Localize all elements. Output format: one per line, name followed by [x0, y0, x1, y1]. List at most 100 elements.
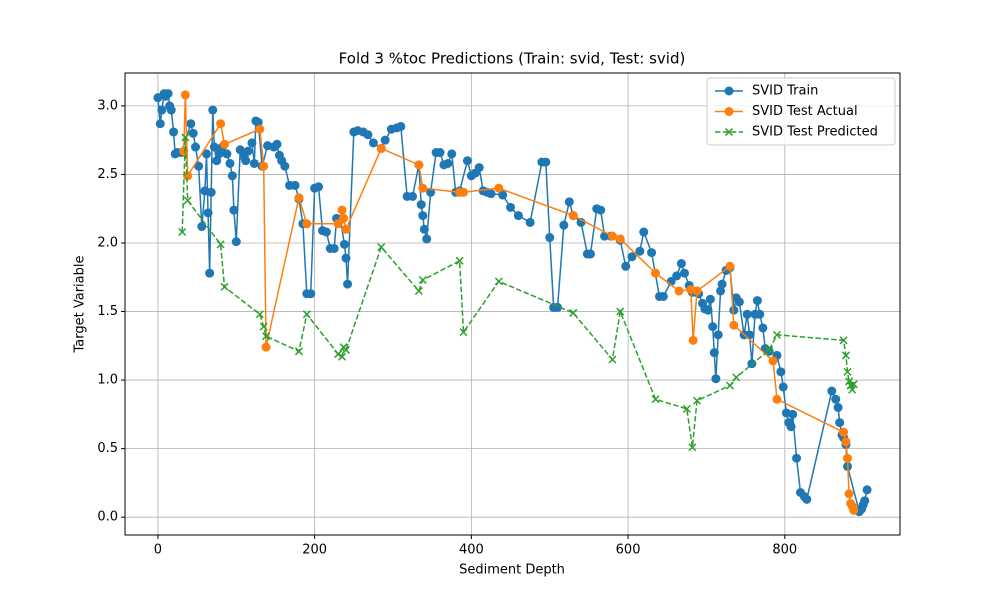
marker	[692, 286, 702, 296]
marker	[206, 187, 216, 197]
marker	[639, 227, 649, 237]
marker	[181, 133, 190, 142]
marker	[247, 138, 257, 148]
marker	[831, 394, 841, 404]
marker	[418, 275, 427, 285]
marker	[498, 190, 508, 200]
marker	[235, 145, 245, 155]
marker	[772, 394, 782, 404]
marker	[253, 117, 263, 127]
marker	[294, 193, 304, 203]
y-tick-label: 1.5	[97, 304, 118, 319]
legend-box	[706, 77, 896, 146]
marker	[208, 105, 218, 115]
marker	[842, 453, 852, 463]
marker	[786, 422, 796, 432]
x-tick-label: 0	[154, 543, 162, 558]
y-tick-label: 2.5	[97, 167, 118, 182]
marker	[333, 219, 343, 229]
marker	[329, 243, 339, 253]
marker	[220, 139, 230, 149]
marker	[157, 105, 167, 115]
marker	[717, 279, 727, 289]
marker	[314, 182, 324, 192]
marker	[337, 205, 347, 215]
marker	[408, 191, 418, 201]
marker	[802, 494, 812, 504]
marker	[188, 128, 198, 138]
marker	[343, 279, 353, 289]
marker	[860, 496, 870, 506]
marker	[302, 219, 312, 229]
marker	[724, 107, 734, 116]
marker	[844, 489, 854, 499]
marker	[732, 373, 741, 382]
marker	[651, 268, 661, 278]
marker	[494, 277, 503, 286]
marker	[772, 330, 782, 339]
marker	[416, 200, 426, 210]
marker	[186, 119, 196, 129]
x-tick-label: 200	[302, 543, 327, 558]
marker	[209, 142, 219, 152]
marker	[778, 382, 788, 392]
x-axis-label: Sediment Depth	[459, 563, 565, 578]
marker	[341, 345, 351, 354]
marker	[848, 385, 857, 394]
marker	[725, 381, 734, 390]
marker	[703, 305, 713, 315]
y-tick-label: 2.0	[97, 235, 118, 250]
y-axis-label: Target Variable	[73, 256, 88, 354]
marker	[302, 310, 311, 319]
marker	[341, 253, 351, 263]
marker	[201, 149, 211, 159]
marker	[564, 197, 574, 207]
marker	[249, 158, 259, 168]
marker	[513, 211, 523, 221]
marker	[494, 183, 504, 193]
marker	[545, 233, 555, 243]
marker	[758, 323, 768, 333]
marker	[363, 130, 373, 140]
marker	[203, 208, 213, 218]
marker	[688, 443, 697, 452]
marker	[229, 205, 239, 215]
marker	[615, 234, 625, 244]
marker	[205, 268, 215, 278]
marker	[462, 156, 472, 166]
marker	[191, 142, 201, 152]
plot-area	[153, 89, 872, 517]
marker	[569, 308, 578, 317]
marker	[294, 347, 303, 356]
marker	[674, 286, 684, 296]
marker	[197, 222, 207, 232]
marker	[839, 336, 848, 345]
marker	[862, 485, 872, 495]
marker	[525, 217, 535, 227]
marker	[376, 143, 386, 153]
marker	[716, 286, 726, 296]
x-tick-label: 600	[616, 543, 641, 558]
marker	[708, 322, 718, 332]
marker	[776, 367, 786, 377]
marker	[635, 246, 645, 256]
marker	[334, 350, 343, 359]
marker	[435, 148, 445, 158]
marker	[724, 86, 734, 96]
marker	[788, 409, 798, 419]
marker	[194, 161, 204, 171]
marker	[243, 146, 253, 156]
marker	[447, 149, 457, 159]
marker	[180, 90, 190, 100]
marker	[585, 249, 595, 259]
marker	[680, 268, 690, 278]
marker	[368, 138, 378, 148]
marker	[849, 380, 858, 389]
y-tick-label: 0.5	[97, 441, 118, 456]
marker	[688, 335, 698, 345]
marker	[651, 395, 660, 404]
marker	[752, 296, 762, 306]
marker	[506, 202, 516, 212]
marker	[608, 355, 617, 364]
marker	[541, 157, 551, 167]
